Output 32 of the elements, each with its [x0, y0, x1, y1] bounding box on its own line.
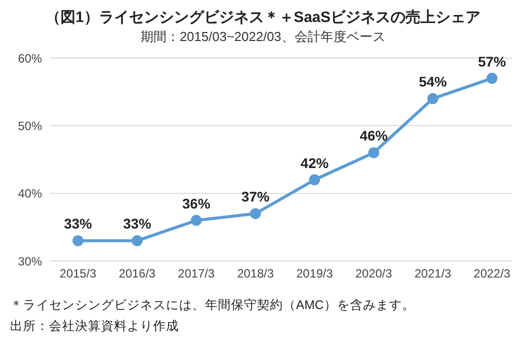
- x-tick-label: 2019/3: [296, 266, 334, 281]
- data-label: 36%: [182, 195, 211, 212]
- y-tick-label: 30%: [18, 254, 42, 268]
- x-tick-label: 2016/3: [118, 266, 156, 281]
- point: [250, 208, 261, 220]
- point: [132, 235, 143, 246]
- y-tick-label: 60%: [18, 51, 42, 66]
- point: [427, 93, 438, 104]
- data-label: 33%: [123, 216, 152, 232]
- text: ＊ライセンシングビジネスには、年間保守契約（AMC）を含みます。: [10, 297, 416, 314]
- data-label: 54%: [418, 74, 448, 90]
- data-label: 37%: [241, 188, 270, 205]
- y-tick-label: 50%: [18, 118, 42, 133]
- x-tick-label: 2018/3: [237, 266, 274, 281]
- x-tick-label: 2017/3: [178, 266, 215, 281]
- data-label: 46%: [360, 128, 388, 144]
- x-tick-label: 2021/3: [414, 266, 452, 281]
- point: [190, 214, 202, 226]
- data-label: 42%: [300, 154, 330, 171]
- chart-subtitle: 期間：2015/03~2022/03、会計年度ベース: [140, 28, 386, 46]
- x-tick-label: 2015/3: [60, 266, 97, 281]
- text: 出所：会社決算資料より作成: [10, 318, 180, 335]
- y-tick-label: 40%: [18, 186, 42, 201]
- data-label: 57%: [478, 53, 507, 70]
- x-tick-label: 2020/3: [355, 266, 392, 281]
- point: [72, 235, 84, 246]
- data-label: 33%: [64, 216, 93, 232]
- point: [486, 72, 498, 84]
- chart-title: （図1）ライセンシングビジネス＊＋SaaSビジネスの売上シェア: [44, 8, 482, 27]
- point: [368, 147, 380, 158]
- x-tick-label: 2022/3: [474, 266, 511, 281]
- point: [309, 174, 320, 186]
